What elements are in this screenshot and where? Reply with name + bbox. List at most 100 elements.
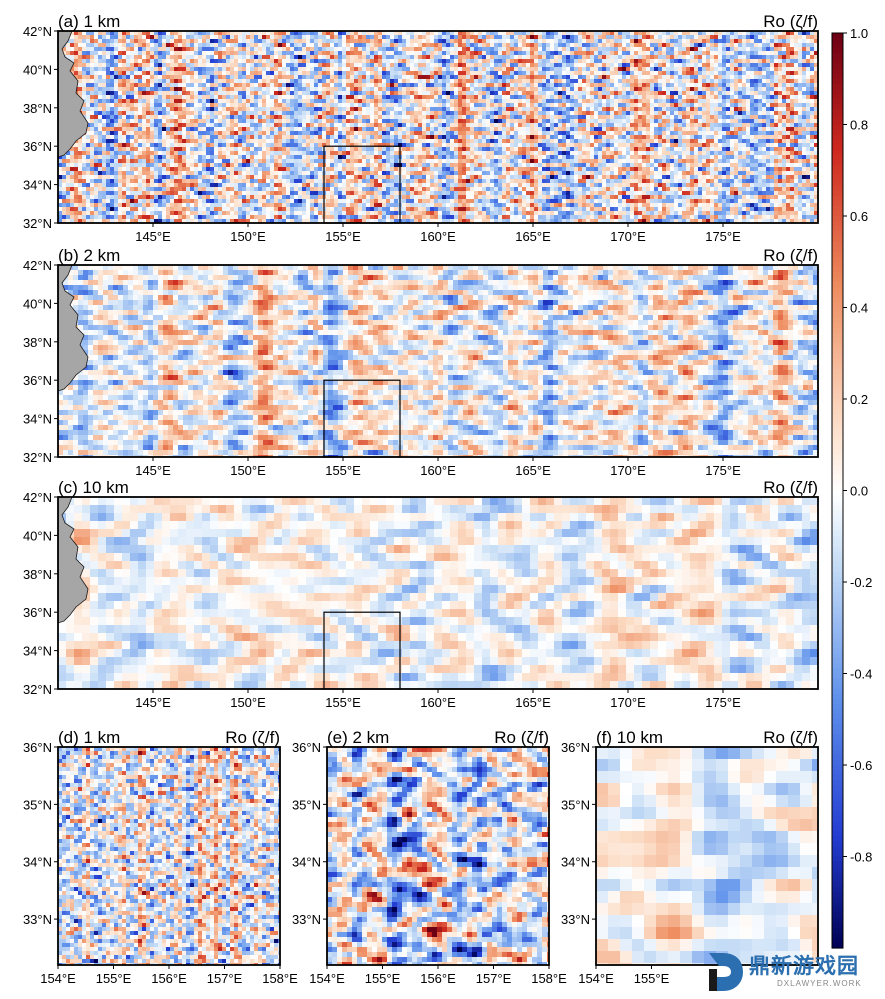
x-tick-label: 165°E (515, 229, 551, 244)
colorbar-segment (832, 216, 843, 222)
colorbar-segment (832, 414, 843, 420)
colorbar-segment (832, 236, 843, 243)
panel-c: 145°E 150°E 155°E 160°E 165°E 170°E 175°E 32°N 3… (23, 478, 819, 710)
colorbar-segment (832, 134, 843, 141)
colorbar: 1.0 0.8 0.6 0.4 0.2 0.0 -0.2 -0.4 -0.6 -0.8 (831, 26, 872, 949)
colorbar-segment (832, 668, 843, 675)
colorbar-segment (832, 68, 843, 75)
colorbar-segment (832, 119, 843, 126)
colorbar-segment (832, 256, 843, 263)
colorbar-segment (832, 312, 843, 319)
colorbar-segment (832, 653, 843, 659)
x-tick-label: 145°E (135, 463, 171, 478)
colorbar-segment (832, 73, 843, 80)
y-tick-label: 36°N (561, 740, 590, 755)
panel-title: (d) 1 km (58, 728, 120, 747)
x-tick-label: 170°E (610, 695, 646, 710)
x-tick-label: 145°E (135, 229, 171, 244)
colorbar-segment (832, 43, 843, 49)
colorbar-segment (832, 393, 843, 400)
x-tick-label: 155°E (634, 971, 670, 986)
colorbar-segment (832, 500, 843, 507)
colorbar-segment (832, 149, 843, 156)
colorbar-segment (832, 607, 843, 614)
y-tick-label: 33°N (292, 912, 321, 927)
land-mask (58, 497, 89, 624)
colorbar-segment (832, 251, 843, 258)
colorbar-segment (832, 582, 843, 588)
x-tick-label: 155°E (365, 971, 401, 986)
x-tick-label: 154°E (309, 971, 345, 986)
colorbar-segment (832, 139, 843, 146)
x-tick-label: 160°E (420, 695, 456, 710)
colorbar-segment (832, 831, 843, 837)
colorbar-segment (832, 790, 843, 797)
x-tick-label: 175°E (705, 229, 741, 244)
y-tick-label: 32°N (23, 216, 52, 231)
y-tick-label: 40°N (23, 62, 52, 77)
colorbar-segment (832, 846, 843, 853)
colorbar-segment (832, 648, 843, 654)
vorticity-field (327, 747, 549, 965)
colorbar-segment (832, 759, 843, 766)
colorbar-segment (832, 795, 843, 802)
colorbar-segment (832, 124, 843, 131)
colorbar-segment (832, 541, 843, 548)
y-tick-label: 34°N (23, 855, 52, 870)
colorbar-segment (832, 53, 843, 60)
colorbar-segment (832, 612, 843, 619)
colorbar-segment (832, 698, 843, 705)
colorbar-segment (832, 658, 843, 664)
vorticity-field (58, 747, 280, 965)
y-tick-label: 33°N (561, 912, 590, 927)
panel-d: 154°E 155°E 156°E 157°E 158°E 33°N 34°N 35°N 36°… (23, 728, 298, 986)
y-tick-label: 42°N (23, 258, 52, 273)
colorbar-segment (832, 927, 843, 934)
colorbar-segment (832, 617, 843, 624)
colorbar-segment (832, 856, 843, 863)
x-tick-label: 150°E (230, 695, 266, 710)
colorbar-segment (832, 770, 843, 776)
colorbar-segment (832, 388, 843, 395)
colorbar-segment (832, 754, 843, 761)
colorbar-segment (832, 277, 843, 283)
colorbar-segment (832, 409, 843, 415)
colorbar-segment (832, 353, 843, 359)
colorbar-segment (832, 144, 843, 151)
panel-quantity-label: Ro (ζ/f) (763, 246, 818, 265)
y-tick-label: 38°N (23, 101, 52, 116)
y-tick-label: 34°N (23, 644, 52, 659)
colorbar-segment (832, 805, 843, 812)
x-tick-label: 155°E (325, 463, 361, 478)
x-tick-label: 175°E (705, 463, 741, 478)
colorbar-segment (832, 576, 843, 583)
colorbar-segment (832, 185, 843, 192)
colorbar-segment (832, 871, 843, 878)
x-tick-label: 154°E (40, 971, 76, 986)
y-tick-label: 38°N (23, 567, 52, 582)
colorbar-segment (832, 190, 843, 197)
colorbar-segment (832, 419, 843, 426)
colorbar-segment (832, 78, 843, 85)
colorbar-segment (832, 221, 843, 227)
y-tick-label: 32°N (23, 682, 52, 697)
x-tick-label: 155°E (325, 229, 361, 244)
colorbar-segment (832, 820, 843, 827)
panel-f: 154°E 155°E 33°N 34°N 35°N 36°N (f) 10 km Ro (ζ… (561, 728, 819, 986)
colorbar-segment (832, 99, 843, 105)
y-tick-label: 36°N (23, 373, 52, 388)
colorbar-segment (832, 765, 843, 771)
colorbar-segment (832, 485, 843, 492)
colorbar-segment (832, 749, 843, 756)
colorbar-segment (832, 627, 843, 634)
colorbar-segment (832, 449, 843, 456)
colorbar-segment (832, 231, 843, 237)
panel-quantity-label: Ro (ζ/f) (225, 728, 280, 747)
colorbar-segment (832, 292, 843, 298)
colorbar-segment (832, 205, 843, 212)
colorbar-segment (832, 678, 843, 685)
y-tick-label: 34°N (23, 412, 52, 427)
colorbar-segment (832, 460, 843, 466)
panel-title: (b) 2 km (58, 246, 120, 265)
colorbar-segment (832, 434, 843, 441)
